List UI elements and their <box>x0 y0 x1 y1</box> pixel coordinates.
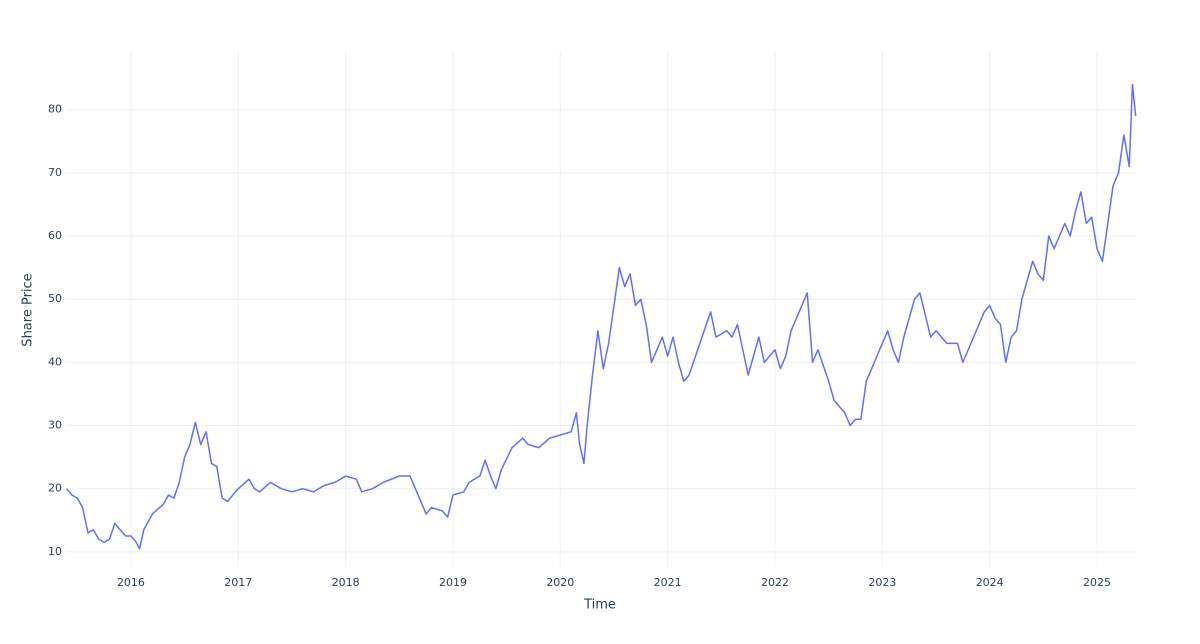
x-tick-label: 2017 <box>224 576 252 589</box>
y-tick-label: 40 <box>48 355 62 368</box>
x-tick-label: 2022 <box>761 576 789 589</box>
y-tick-label: 50 <box>48 292 62 305</box>
x-tick-label: 2025 <box>1083 576 1111 589</box>
x-tick-label: 2016 <box>117 576 145 589</box>
y-tick-label: 80 <box>48 103 62 116</box>
x-tick-label: 2024 <box>976 576 1004 589</box>
price-line <box>65 83 1137 550</box>
x-tick-label: 2020 <box>546 576 574 589</box>
y-tick-label: 70 <box>48 166 62 179</box>
y-tick-label: 30 <box>48 419 62 432</box>
x-tick-label: 2019 <box>439 576 467 589</box>
y-axis-title: Share Price <box>21 273 36 346</box>
y-tick-label: 60 <box>48 229 62 242</box>
x-tick-label: 2023 <box>868 576 896 589</box>
y-tick-label: 10 <box>48 545 62 558</box>
x-axis-title: Time <box>583 598 616 613</box>
x-tick-label: 2021 <box>654 576 682 589</box>
x-tick-label: 2018 <box>332 576 360 589</box>
y-tick-label: 20 <box>48 482 62 495</box>
